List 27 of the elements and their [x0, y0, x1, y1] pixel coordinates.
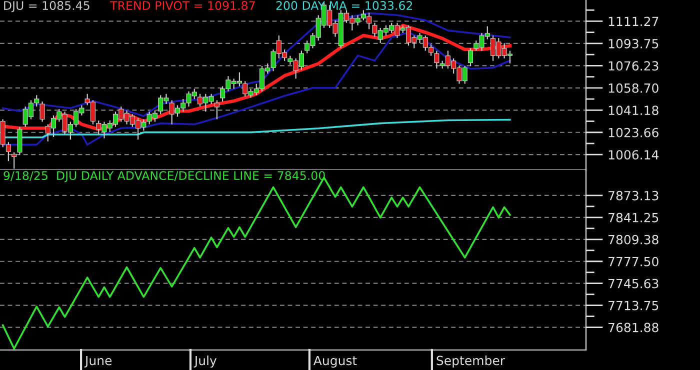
y-tick-label: 1006.14 — [608, 150, 659, 160]
series-label: 9/18/25 DJU DAILY ADVANCE/DECLINE LINE = 7845.00 — [4, 171, 325, 182]
y-tick-label: 1093.75 — [608, 38, 658, 48]
candlestick — [17, 126, 22, 156]
y-tick-label: 1058.70 — [608, 83, 658, 93]
y-tick-label: 7809.38 — [608, 234, 658, 244]
text: DJU = 1085.45 — [4, 1, 90, 12]
y-tick-label: 7873.13 — [608, 190, 658, 200]
x-tick-label: August — [313, 356, 357, 368]
x-tick-label: September — [436, 356, 506, 368]
y-tick-label: 1076.23 — [608, 61, 658, 71]
y-tick-label: 7713.75 — [608, 300, 658, 310]
y-tick-label: 7681.88 — [608, 322, 658, 332]
candlestick — [468, 48, 474, 67]
candlestick — [214, 100, 220, 120]
text: TREND PIVOT = 1091.87 — [110, 1, 255, 10]
y-tick-label: 7841.25 — [608, 212, 658, 222]
candlestick — [40, 100, 45, 122]
y-tick-label: 7777.50 — [608, 256, 658, 266]
candlestick — [434, 50, 440, 70]
y-tick-label: 1111.27 — [608, 16, 658, 26]
y-tick-label: 7745.63 — [608, 278, 658, 288]
x-tick-label: July — [194, 356, 217, 368]
y-tick-label: 1023.66 — [608, 128, 658, 138]
y-tick-label: 1041.18 — [608, 106, 658, 116]
x-tick-label: June — [84, 356, 112, 368]
candlestick — [12, 152, 17, 170]
